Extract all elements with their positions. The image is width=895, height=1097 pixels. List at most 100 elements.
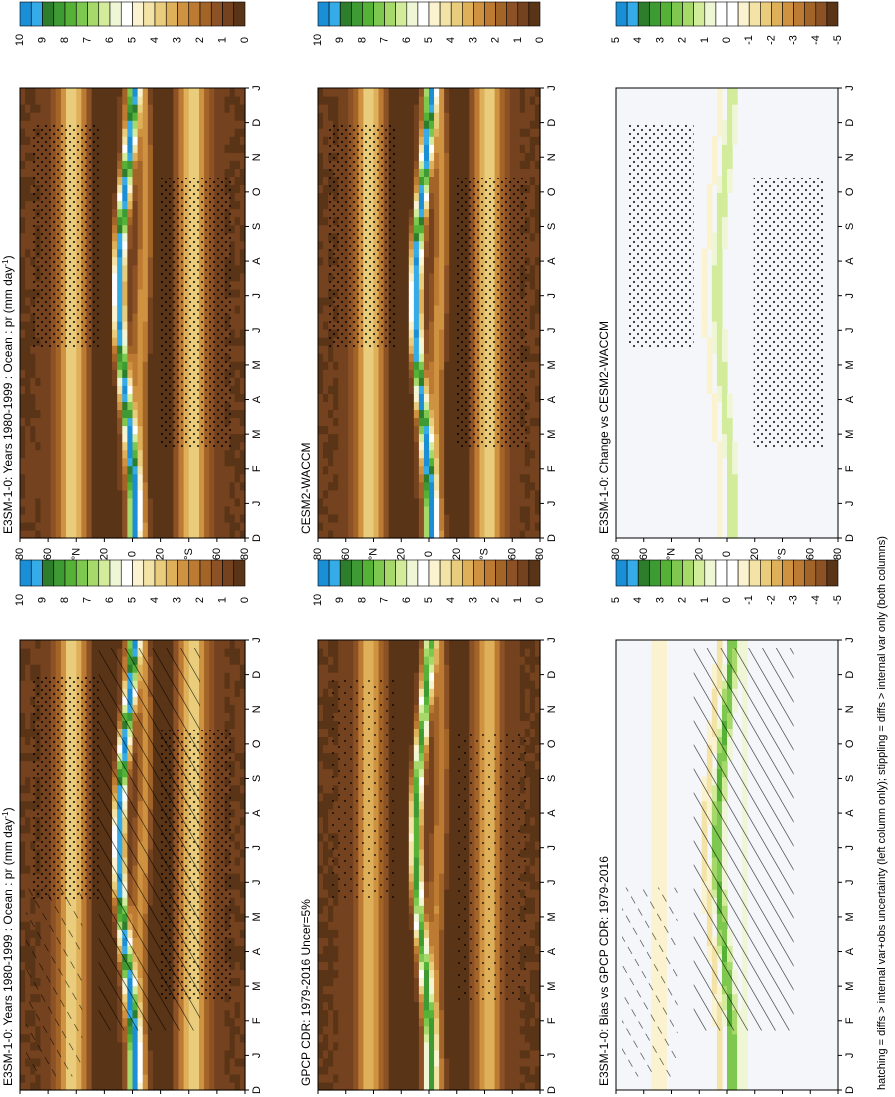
- heat-cell: [35, 514, 41, 523]
- heat-cell: [204, 522, 210, 531]
- heat-cell: [56, 401, 62, 410]
- heat-cell: [235, 937, 241, 946]
- heat-cell: [133, 530, 139, 539]
- heat-cell: [25, 209, 31, 218]
- heat-cell: [214, 648, 220, 657]
- heat-cell: [81, 522, 87, 531]
- heat-cell: [97, 482, 103, 491]
- heat-cell: [76, 458, 82, 467]
- heat-cell: [107, 1034, 113, 1043]
- heat-cell: [133, 466, 139, 475]
- heat-cell: [225, 1010, 231, 1019]
- heat-cell: [214, 664, 220, 673]
- heat-cell: [179, 112, 185, 121]
- heat-cell: [30, 514, 36, 523]
- heat-cell: [225, 1002, 231, 1011]
- heat-cell: [122, 120, 128, 129]
- heat-cell: [127, 96, 133, 105]
- heat-cell: [102, 482, 108, 491]
- heat-cell: [20, 506, 26, 515]
- heat-cell: [133, 225, 139, 234]
- heat-cell: [168, 112, 174, 121]
- heat-cell: [153, 1042, 159, 1051]
- heat-cell: [107, 289, 113, 298]
- heat-cell: [25, 696, 31, 705]
- heat-cell: [66, 640, 72, 649]
- heat-cell: [184, 136, 190, 145]
- heat-cell: [133, 313, 139, 322]
- heat-cell: [143, 442, 149, 451]
- heat-cell: [56, 514, 62, 523]
- heat-cell: [107, 160, 113, 169]
- heat-cell: [92, 1074, 98, 1083]
- heat-cell: [20, 978, 26, 987]
- heat-cell: [107, 257, 113, 266]
- heat-cell: [107, 273, 113, 282]
- heat-cell: [117, 450, 123, 459]
- heat-cell: [127, 498, 133, 507]
- heat-cell: [107, 530, 113, 539]
- heat-cell: [97, 498, 103, 507]
- heat-cell: [86, 913, 92, 922]
- heat-cell: [30, 434, 36, 443]
- heat-cell: [20, 664, 26, 673]
- heat-cell: [20, 809, 26, 818]
- heat-cell: [71, 506, 77, 515]
- heat-cell: [92, 442, 98, 451]
- heat-cell: [127, 1082, 133, 1091]
- heat-cell: [225, 1050, 231, 1059]
- heat-cell: [204, 696, 210, 705]
- heat-cell: [168, 160, 174, 169]
- heat-cell: [20, 321, 26, 330]
- heat-cell: [194, 506, 200, 515]
- heat-cell: [97, 530, 103, 539]
- heat-cell: [143, 369, 149, 378]
- heat-cell: [51, 417, 57, 426]
- heat-cell: [148, 128, 154, 137]
- heat-cell: [225, 160, 231, 169]
- heat-cell: [235, 769, 241, 778]
- heat-cell: [230, 466, 236, 475]
- heat-cell: [86, 401, 92, 410]
- heat-cell: [127, 144, 133, 153]
- heat-cell: [153, 434, 159, 443]
- heat-cell: [112, 128, 118, 137]
- heat-cell: [92, 530, 98, 539]
- heat-cell: [86, 937, 92, 946]
- heat-cell: [20, 450, 26, 459]
- heat-cell: [76, 506, 82, 515]
- heat-cell: [71, 466, 77, 475]
- heat-cell: [20, 1002, 26, 1011]
- heat-cell: [112, 426, 118, 435]
- heat-cell: [102, 426, 108, 435]
- heat-cell: [163, 112, 169, 121]
- heat-cell: [148, 225, 154, 234]
- heat-cell: [35, 369, 41, 378]
- heat-cell: [86, 482, 92, 491]
- heat-cell: [25, 474, 31, 483]
- heat-cell: [102, 522, 108, 531]
- heat-cell: [153, 514, 159, 523]
- heat-cell: [163, 1042, 169, 1051]
- heat-cell: [25, 217, 31, 226]
- heat-cell: [66, 514, 72, 523]
- heat-cell: [179, 120, 185, 129]
- heat-cell: [225, 498, 231, 507]
- heat-cell: [158, 112, 164, 121]
- heat-cell: [133, 112, 139, 121]
- heat-cell: [117, 321, 123, 330]
- heat-cell: [225, 664, 231, 673]
- heat-cell: [230, 104, 236, 113]
- heat-cell: [66, 112, 72, 121]
- heat-cell: [20, 144, 26, 153]
- heat-cell: [20, 744, 26, 753]
- heat-cell: [25, 249, 31, 258]
- heat-cell: [127, 369, 133, 378]
- heat-cell: [168, 1058, 174, 1067]
- heat-cell: [20, 482, 26, 491]
- heat-cell: [133, 417, 139, 426]
- heat-cell: [225, 450, 231, 459]
- heat-cell: [143, 640, 149, 649]
- heat-cell: [204, 1010, 210, 1019]
- heat-cell: [122, 217, 128, 226]
